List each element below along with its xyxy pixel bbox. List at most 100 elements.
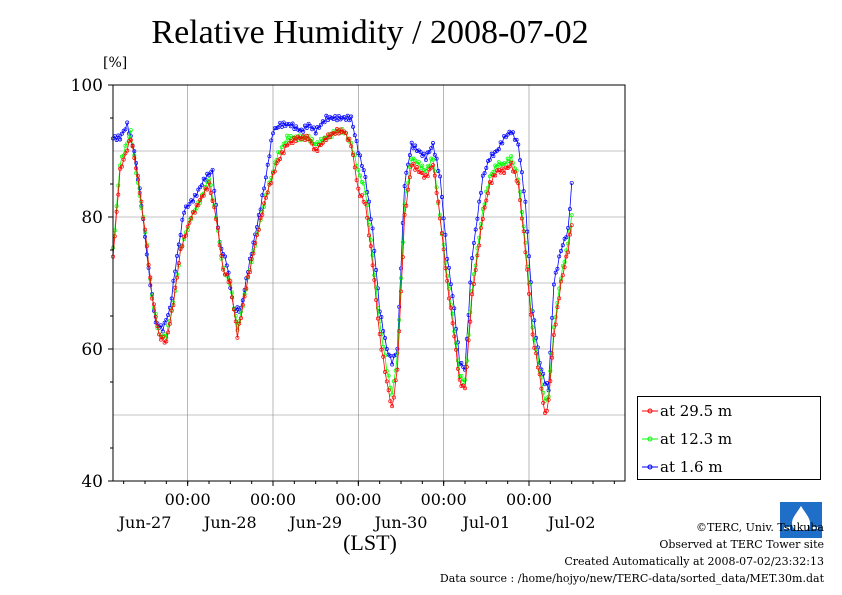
- data-point: [548, 369, 553, 374]
- data-point: [495, 164, 499, 169]
- data-point: [482, 205, 487, 210]
- data-point: [375, 316, 380, 321]
- data-point: [347, 118, 352, 123]
- data-point: [386, 373, 391, 378]
- data-point: [431, 157, 435, 162]
- legend-item-1-6m: at 1.6 m: [638, 457, 818, 477]
- data-point: [434, 185, 439, 190]
- y-tick-label: 80: [81, 208, 103, 228]
- data-point: [191, 209, 195, 214]
- data-point: [393, 378, 398, 383]
- data-point: [304, 126, 309, 130]
- data-point: [164, 317, 169, 322]
- data-point: [383, 336, 387, 340]
- data-point: [496, 160, 501, 165]
- data-point: [532, 337, 537, 342]
- data-point: [413, 143, 418, 148]
- data-point: [477, 199, 482, 204]
- data-point: [379, 347, 384, 352]
- data-point: [322, 120, 327, 125]
- data-point: [262, 186, 267, 191]
- data-point: [487, 157, 492, 162]
- data-point: [176, 242, 181, 247]
- data-point: [169, 308, 174, 313]
- data-point: [182, 210, 187, 215]
- data-point: [528, 312, 533, 317]
- data-point: [422, 175, 427, 180]
- data-point: [463, 386, 467, 391]
- data-point: [319, 122, 323, 127]
- data-point: [553, 270, 558, 275]
- series-0: [111, 127, 574, 415]
- data-point: [143, 234, 147, 239]
- data-point: [208, 170, 213, 175]
- legend-marker-green: [642, 436, 658, 442]
- data-point: [395, 367, 400, 372]
- data-point: [452, 329, 457, 334]
- data-point: [196, 187, 201, 192]
- data-point: [235, 335, 240, 340]
- data-point: [159, 323, 163, 328]
- data-point: [370, 226, 375, 231]
- data-point: [260, 212, 265, 217]
- data-point: [480, 173, 485, 178]
- x-hour-label: 00:00: [335, 490, 381, 509]
- data-point: [374, 297, 379, 302]
- x-date-label: Jun-28: [202, 513, 257, 532]
- data-point: [569, 180, 574, 185]
- data-point: [447, 286, 451, 291]
- data-point: [512, 137, 517, 142]
- data-point: [381, 329, 386, 334]
- plot-frame: [112, 84, 626, 482]
- data-point: [459, 384, 464, 388]
- data-point: [516, 142, 521, 147]
- data-point: [212, 205, 217, 210]
- data-point: [215, 225, 220, 230]
- x-axis-label: (LST): [343, 530, 397, 555]
- data-point: [486, 191, 491, 196]
- data-point: [496, 168, 501, 172]
- data-point: [521, 189, 526, 194]
- data-point: [415, 165, 419, 170]
- data-point: [443, 266, 448, 271]
- data-point: [187, 202, 192, 207]
- data-point: [260, 193, 265, 198]
- data-point: [367, 233, 371, 238]
- data-point: [166, 313, 171, 318]
- data-point: [530, 332, 535, 337]
- data-point: [418, 150, 423, 155]
- data-point: [370, 253, 375, 258]
- data-point: [377, 332, 382, 336]
- data-point: [390, 392, 395, 397]
- data-point: [375, 306, 380, 311]
- data-point: [434, 190, 439, 195]
- data-point: [239, 309, 243, 314]
- data-point: [160, 329, 165, 334]
- data-point: [343, 131, 348, 136]
- data-point: [509, 154, 514, 159]
- data-point: [415, 149, 419, 153]
- data-point: [180, 217, 185, 222]
- data-point: [434, 156, 439, 161]
- data-point: [237, 321, 242, 326]
- data-point: [151, 302, 156, 307]
- data-point: [155, 324, 160, 329]
- data-point: [432, 173, 437, 178]
- data-point: [454, 341, 459, 346]
- data-point: [194, 202, 199, 207]
- data-point: [139, 199, 144, 204]
- data-point: [317, 125, 322, 130]
- data-point: [272, 169, 277, 174]
- data-point: [351, 124, 355, 129]
- data-point: [175, 275, 179, 280]
- data-point: [422, 151, 427, 156]
- data-point: [562, 265, 567, 270]
- data-point: [354, 178, 359, 183]
- data-point: [208, 191, 213, 195]
- data-point: [464, 364, 469, 369]
- data-point: [388, 399, 393, 404]
- data-point: [123, 127, 128, 132]
- data-point: [553, 315, 558, 320]
- data-point: [164, 339, 169, 344]
- data-point: [535, 365, 540, 370]
